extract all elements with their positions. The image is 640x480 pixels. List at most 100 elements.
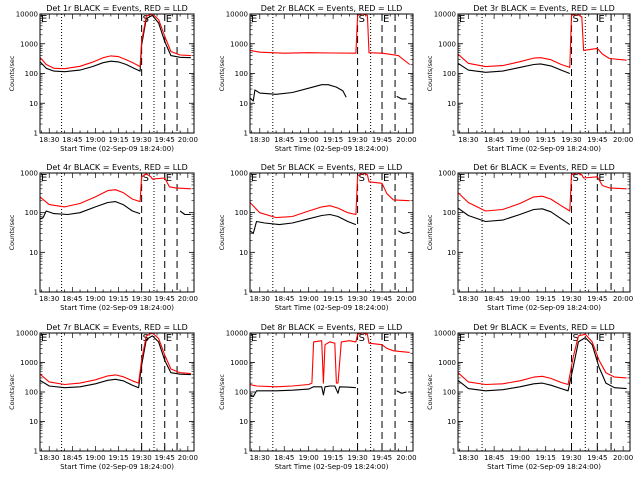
- chart-title: Det 5r BLACK = Events, RED = LLD: [261, 163, 403, 172]
- time-marker-label: E: [459, 14, 465, 25]
- x-tick-label: 18:45: [62, 454, 82, 462]
- chart-title: Det 1r BLACK = Events, RED = LLD: [46, 4, 188, 13]
- time-marker-label: E: [383, 14, 389, 25]
- time-marker-label: S: [573, 333, 579, 344]
- series-line-events: [396, 390, 407, 394]
- x-tick-label: 19:00: [85, 454, 105, 462]
- series-line-events: [458, 62, 571, 75]
- x-tick-label: 19:30: [561, 136, 581, 144]
- x-tick-label: 19:30: [347, 454, 367, 462]
- y-tick-label: 10000: [16, 330, 38, 338]
- y-tick-label: 10: [29, 418, 38, 426]
- x-tick-label: 19:15: [323, 136, 343, 144]
- plot-frame: [457, 13, 631, 134]
- x-axis-label: Start Time (02-Sep-09 18:24:00): [60, 463, 174, 471]
- series-line-events: [398, 230, 410, 234]
- x-tick-label: 19:00: [510, 295, 530, 303]
- x-tick-label: 19:15: [536, 136, 556, 144]
- y-axis-label: Counts/sec: [8, 55, 16, 91]
- time-marker-label: S: [359, 333, 365, 344]
- x-tick-label: 18:45: [62, 136, 82, 144]
- chart-title: Det 7r BLACK = Events, RED = LLD: [46, 323, 188, 332]
- x-tick-label: 19:45: [155, 136, 175, 144]
- series-line-lld: [250, 173, 410, 219]
- time-marker-label: E: [41, 173, 47, 184]
- x-tick-label: 19:45: [372, 454, 392, 462]
- x-tick-label: 19:15: [323, 295, 343, 303]
- x-tick-label: 19:00: [510, 454, 530, 462]
- plot-frame: [39, 13, 195, 134]
- x-tick-label: 19:45: [587, 136, 607, 144]
- x-tick-label: 19:45: [155, 295, 175, 303]
- chart-title: Det 9r BLACK = Events, RED = LLD: [473, 323, 615, 332]
- chart-panel-3: Det 3r BLACK = Events, RED = LLD Counts/s…: [426, 4, 633, 153]
- y-tick-label: 10: [447, 418, 456, 426]
- x-tick-label: 18:45: [274, 454, 294, 462]
- series-line-lld: [458, 333, 627, 386]
- x-tick-label: 19:30: [132, 295, 152, 303]
- time-marker-label: E: [383, 333, 389, 344]
- plot-frame: [249, 13, 414, 134]
- x-tick-label: 18:45: [484, 295, 504, 303]
- time-marker-label: E: [251, 173, 257, 184]
- series-line-lld: [40, 333, 191, 386]
- series-line-events: [250, 213, 357, 234]
- x-tick-label: 20:00: [613, 454, 633, 462]
- time-marker-label: S: [359, 14, 365, 25]
- chart-panel-8: Det 8r BLACK = Events, RED = LLD Counts/s…: [218, 323, 417, 471]
- x-tick-label: 18:30: [458, 295, 478, 303]
- series-line-events: [250, 84, 347, 102]
- time-marker-label: S: [573, 173, 579, 184]
- time-marker-label: E: [41, 333, 47, 344]
- x-tick-label: 20:00: [178, 136, 198, 144]
- y-tick-label: 100: [235, 70, 248, 78]
- y-tick-label: 100: [235, 389, 248, 397]
- x-axis-label: Start Time (02-Sep-09 18:24:00): [275, 304, 389, 312]
- x-tick-label: 19:00: [299, 136, 319, 144]
- y-tick-label: 1: [244, 448, 248, 456]
- x-tick-label: 18:45: [274, 295, 294, 303]
- series-line-lld: [250, 333, 410, 388]
- y-tick-label: 1: [34, 448, 38, 456]
- chart-title: Det 6r BLACK = Events, RED = LLD: [473, 163, 615, 172]
- x-tick-label: 20:00: [178, 295, 198, 303]
- chart-panel-1: Det 1r BLACK = Events, RED = LLD Counts/s…: [8, 4, 198, 153]
- x-tick-label: 19:30: [561, 454, 581, 462]
- x-tick-label: 20:00: [178, 454, 198, 462]
- x-tick-label: 18:30: [250, 295, 270, 303]
- x-axis-label: Start Time (02-Sep-09 18:24:00): [60, 304, 174, 312]
- y-tick-label: 100: [443, 389, 456, 397]
- time-marker-label: E: [166, 333, 172, 344]
- chart-panel-4: Det 4r BLACK = Events, RED = LLD Counts/s…: [8, 163, 198, 312]
- y-tick-label: 1000: [20, 40, 38, 48]
- x-tick-label: 18:30: [39, 136, 59, 144]
- y-tick-label: 10: [239, 418, 248, 426]
- y-axis-label: Counts/sec: [426, 374, 434, 410]
- x-tick-label: 19:00: [299, 295, 319, 303]
- chart-panel-5: Det 5r BLACK = Events, RED = LLD Counts/s…: [218, 163, 417, 312]
- chart-title: Det 3r BLACK = Events, RED = LLD: [473, 4, 615, 13]
- y-axis-label: Counts/sec: [8, 214, 16, 250]
- y-tick-label: 1: [452, 289, 456, 297]
- x-tick-label: 19:15: [536, 295, 556, 303]
- y-tick-label: 100: [235, 209, 248, 217]
- x-tick-label: 19:45: [372, 136, 392, 144]
- y-axis-label: Counts/sec: [426, 214, 434, 250]
- y-tick-label: 10000: [226, 11, 248, 19]
- x-tick-label: 19:30: [347, 136, 367, 144]
- y-axis-label: Counts/sec: [218, 214, 226, 250]
- x-tick-label: 18:30: [250, 136, 270, 144]
- y-axis-label: Counts/sec: [218, 55, 226, 91]
- y-tick-label: 10: [447, 100, 456, 108]
- x-tick-label: 19:00: [510, 136, 530, 144]
- y-tick-label: 1000: [438, 40, 456, 48]
- y-tick-label: 10: [239, 100, 248, 108]
- series-line-events: [40, 201, 141, 220]
- y-axis-label: Counts/sec: [218, 374, 226, 410]
- x-tick-label: 18:30: [250, 454, 270, 462]
- time-marker-label: E: [251, 14, 257, 25]
- chart-title: Det 8r BLACK = Events, RED = LLD: [261, 323, 403, 332]
- y-tick-label: 100: [25, 209, 38, 217]
- y-tick-label: 1000: [438, 359, 456, 367]
- x-tick-label: 20:00: [396, 295, 416, 303]
